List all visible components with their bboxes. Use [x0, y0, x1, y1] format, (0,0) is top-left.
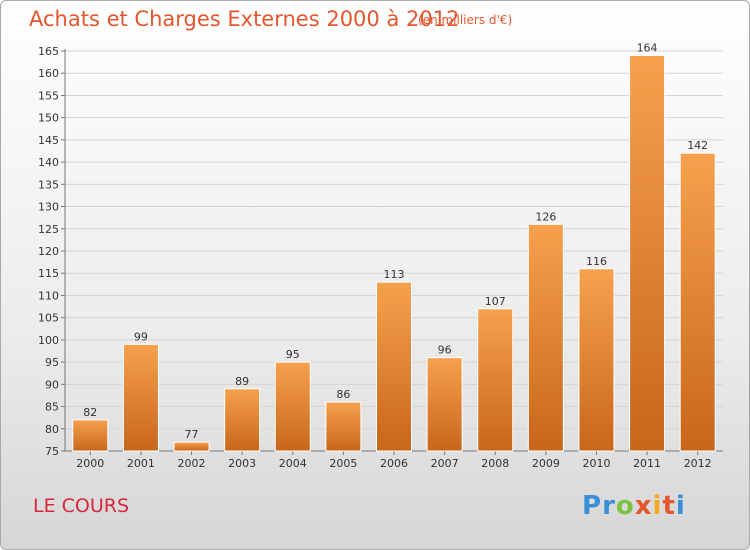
x-tick-label: 2010: [582, 457, 610, 470]
y-tick-label: 105: [38, 312, 59, 325]
bar: [477, 308, 514, 452]
y-tick-label: 90: [45, 378, 59, 391]
data-label: 126: [535, 210, 556, 223]
y-tick-label: 95: [45, 356, 59, 369]
y-tick-label: 100: [38, 334, 59, 347]
bar: [629, 54, 666, 452]
data-label: 142: [687, 139, 708, 152]
data-label: 86: [336, 388, 350, 401]
bars: 82 99 77 89 95 86 113 96 107 126 116 164 142: [72, 41, 716, 452]
bar: [679, 152, 716, 452]
x-tick-label: 2007: [431, 457, 459, 470]
data-label: 95: [286, 348, 300, 361]
logo-letter: i: [652, 491, 663, 521]
y-tick-label: 150: [38, 112, 59, 125]
commune-name: LE COURS: [33, 495, 130, 517]
logo-letter: P: [582, 491, 603, 521]
data-label: 82: [83, 406, 97, 419]
bar: [527, 223, 564, 452]
data-label: 99: [134, 330, 148, 343]
y-tick-label: 155: [38, 89, 59, 102]
y-tick-label: 140: [38, 156, 59, 169]
y-tick-label: 85: [45, 401, 59, 414]
bar: [426, 357, 463, 452]
data-label: 107: [485, 295, 506, 308]
x-tick-label: 2011: [633, 457, 661, 470]
y-tick-label: 75: [45, 445, 59, 458]
bar: [122, 343, 159, 452]
y-tick-label: 80: [45, 423, 59, 436]
y-tick-label: 125: [38, 223, 59, 236]
chart-subtitle: (en milliers d'€): [418, 13, 513, 27]
data-label: 89: [235, 375, 249, 388]
y-tick-label: 160: [38, 67, 59, 80]
logo-letter: x: [634, 491, 653, 521]
logo-letter: o: [615, 491, 635, 521]
y-tick-label: 110: [38, 289, 59, 302]
bar: [72, 419, 109, 452]
logo-letter: t: [662, 491, 676, 521]
logo-letter: r: [602, 491, 616, 521]
axes: 75 80 85 90 95 100 105 110 115 120 125 130 135 140 145…: [38, 45, 723, 470]
x-tick-label: 2008: [481, 457, 509, 470]
x-tick-label: 2009: [532, 457, 560, 470]
x-tick-label: 2005: [329, 457, 357, 470]
data-label: 113: [384, 268, 405, 281]
y-tick-label: 145: [38, 134, 59, 147]
y-tick-label: 115: [38, 267, 59, 280]
data-label: 116: [586, 255, 607, 268]
x-tick-label: 2000: [76, 457, 104, 470]
logo-letter: i: [675, 491, 686, 521]
chart-title: Achats et Charges Externes 2000 à 2012: [29, 7, 460, 31]
x-tick-label: 2006: [380, 457, 408, 470]
x-tick-label: 2004: [279, 457, 307, 470]
x-tick-label: 2012: [684, 457, 712, 470]
bar: [578, 268, 615, 452]
bar: [224, 388, 261, 452]
y-tick-label: 120: [38, 245, 59, 258]
bar: [376, 281, 412, 452]
data-label: 96: [438, 344, 452, 357]
bar: [274, 361, 311, 452]
x-tick-label: 2001: [127, 457, 155, 470]
data-label: 77: [185, 428, 199, 441]
proxiti-logo: Proxiti: [582, 491, 686, 521]
y-tick-label: 130: [38, 201, 59, 214]
bar: [173, 441, 210, 452]
x-tick-label: 2003: [228, 457, 256, 470]
x-tick-label: 2002: [178, 457, 206, 470]
data-label: 164: [637, 41, 658, 54]
y-tick-label: 135: [38, 178, 59, 191]
y-tick-label: 165: [38, 45, 59, 58]
bar: [325, 401, 362, 452]
